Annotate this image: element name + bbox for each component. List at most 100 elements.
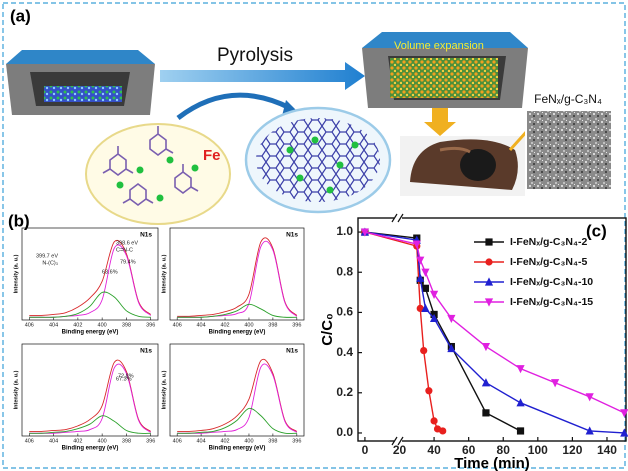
annotation: 79.4%	[120, 259, 136, 265]
y-tick-label: 0.4	[336, 345, 353, 359]
fe-sites	[286, 136, 359, 194]
marker	[585, 393, 594, 402]
annotation: 63.6%	[102, 269, 118, 275]
x-tick-label: 406	[25, 322, 34, 328]
graphitic-mesh	[256, 118, 380, 202]
marker	[420, 346, 428, 355]
material-label: FeNₓ/g-C₃N₄	[534, 92, 602, 106]
x-axis-label: Binding energy (eV)	[62, 446, 119, 452]
marker	[585, 426, 594, 435]
marker	[482, 409, 490, 417]
marker	[416, 273, 425, 282]
x-tick-label: 100	[528, 443, 548, 457]
x-axis-label: Time (min)	[454, 455, 530, 471]
plot-frame	[169, 343, 305, 437]
fe-atoms	[116, 156, 199, 202]
legend-label: I-FeNₓ/g-C₃N₄-10	[510, 276, 593, 288]
panel-label: (b)	[8, 211, 30, 230]
panel-label: (c)	[586, 221, 607, 240]
x-tick-label: 398	[122, 438, 131, 444]
y-tick-label: 0.0	[336, 425, 353, 439]
x-tick-label: 404	[197, 438, 206, 444]
x-tick-label: 398	[122, 322, 131, 328]
y-axis-label: Intensity (a. u.)	[161, 370, 167, 409]
x-tick-label: 398	[268, 438, 277, 444]
x-tick-label: 400	[98, 438, 107, 444]
marker	[429, 290, 439, 299]
marker	[421, 303, 430, 313]
plot-title: N1s	[140, 348, 152, 355]
y-tick-label: 0.2	[336, 385, 353, 399]
marker	[620, 409, 628, 418]
y-axis-label: Intensity (a. u.)	[13, 370, 19, 409]
crucible-before	[6, 50, 155, 115]
x-tick-label: 40	[427, 443, 441, 457]
crucible-after	[362, 32, 528, 108]
marker	[416, 304, 424, 313]
annotation: 72.8%	[118, 373, 134, 379]
marker	[481, 378, 491, 387]
x-tick-label: 402	[220, 438, 229, 444]
y-tick-label: 0.6	[336, 305, 353, 319]
marker	[551, 379, 560, 388]
marker	[421, 268, 430, 277]
marker	[516, 427, 525, 435]
marker	[447, 314, 456, 324]
x-tick-label: 396	[292, 322, 301, 328]
x-tick-label: 396	[146, 322, 155, 328]
series-line	[29, 291, 151, 318]
plot-title: N1s	[140, 232, 152, 239]
x-tick-label: 406	[25, 438, 34, 444]
x-axis-label: Binding energy (eV)	[62, 330, 119, 336]
annotation: N-(C)₃	[42, 260, 58, 266]
series-line	[29, 415, 151, 434]
marker	[447, 343, 456, 353]
legend-label: I-FeNₓ/g-C₃N₄-5	[510, 256, 587, 268]
annotation: C=N-C	[116, 247, 133, 253]
plot-frame	[21, 227, 159, 321]
marker	[620, 428, 628, 437]
x-tick-label: 140	[597, 443, 617, 457]
annotation: 399.7 eV	[36, 253, 58, 259]
x-tick-label: 396	[146, 438, 155, 444]
legend-label: I-FeNₓ/g-C₃N₄-15	[510, 296, 593, 308]
x-tick-label: 120	[562, 443, 582, 457]
marker	[484, 298, 494, 307]
x-tick-label: 20	[393, 443, 407, 457]
x-tick-label: 404	[197, 322, 206, 328]
x-axis-label: Binding energy (eV)	[209, 330, 266, 336]
series-line	[29, 363, 152, 434]
x-tick-label: 80	[497, 443, 511, 457]
y-tick-label: 0.8	[336, 264, 353, 278]
marker	[412, 240, 421, 249]
step-label: Pyrolysis	[217, 45, 293, 66]
marker	[429, 313, 439, 323]
marker	[425, 387, 433, 395]
precursor-circle	[85, 123, 231, 225]
y-axis-label: Intensity (a. u.)	[161, 254, 167, 293]
series-line	[177, 407, 297, 435]
marker	[439, 427, 447, 435]
marker	[484, 277, 494, 286]
marker	[360, 228, 370, 237]
plot-title: N1s	[286, 348, 298, 355]
curved-arrow	[176, 92, 292, 120]
molecules	[102, 126, 199, 206]
pyrolysis-arrow	[160, 62, 365, 90]
legend-label: I-FeNₓ/g-C₃N₄-2	[510, 236, 587, 248]
marker	[416, 256, 425, 265]
marker	[481, 342, 491, 352]
zoom-arrow	[424, 108, 456, 136]
y-axis-label: C/C₀	[319, 313, 336, 346]
x-tick-label: 406	[173, 438, 182, 444]
annotation: 398.6 eV	[116, 240, 138, 246]
annotation: 67.3%	[116, 376, 132, 382]
tem-image	[525, 109, 613, 191]
marker	[516, 398, 525, 407]
x-tick-label: 400	[244, 438, 253, 444]
x-tick-label: 60	[462, 443, 476, 457]
x-tick-label: 404	[49, 322, 58, 328]
marker	[485, 238, 493, 246]
plot-title: N1s	[286, 232, 298, 239]
